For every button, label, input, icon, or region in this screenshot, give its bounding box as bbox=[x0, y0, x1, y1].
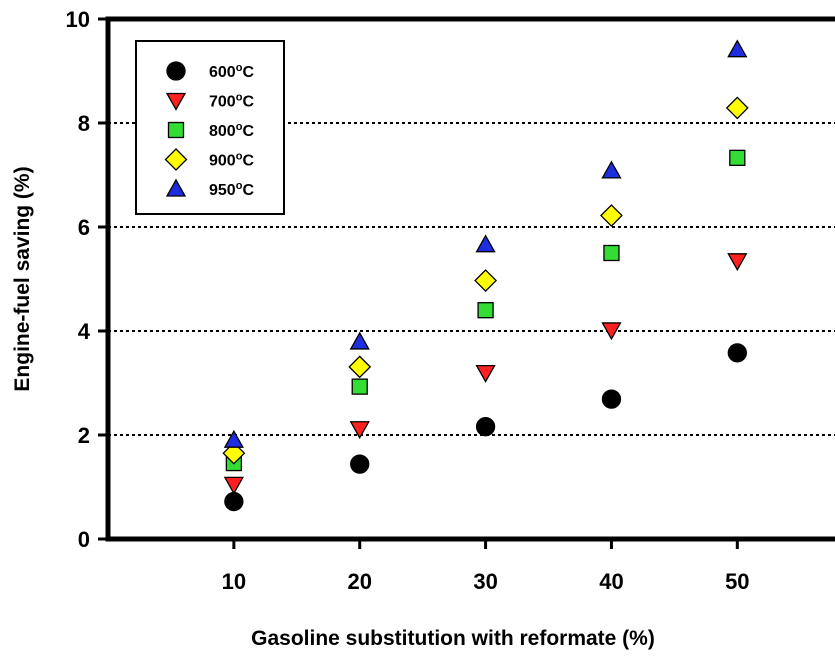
y-tick-label: 0 bbox=[78, 527, 90, 552]
data-point bbox=[349, 331, 370, 350]
data-points bbox=[222, 39, 749, 512]
data-point bbox=[350, 454, 370, 474]
axis-ticks: 0 2 4 6 8 10 10 20 30 40 50 bbox=[66, 7, 750, 594]
legend-label: 950oC bbox=[209, 180, 254, 199]
data-point bbox=[224, 491, 244, 512]
legend-label: 900oC bbox=[209, 151, 254, 170]
x-tick-label: 10 bbox=[222, 569, 246, 594]
data-point bbox=[727, 39, 748, 58]
data-point bbox=[349, 421, 370, 440]
data-point bbox=[223, 476, 244, 495]
x-axis-title: Gasoline substitution with reformate (%) bbox=[251, 627, 655, 650]
data-point bbox=[348, 355, 372, 379]
legend-box bbox=[135, 40, 285, 215]
data-point bbox=[222, 441, 246, 465]
legend-marker bbox=[167, 121, 185, 139]
legend-item: 950oC bbox=[165, 178, 254, 199]
series-950 bbox=[223, 39, 748, 448]
legend-item: 600oC bbox=[166, 61, 254, 81]
data-point bbox=[351, 378, 368, 395]
plot-area-frame bbox=[105, 16, 835, 542]
x-tick-label: 40 bbox=[599, 569, 623, 594]
data-point bbox=[725, 96, 749, 120]
data-point bbox=[477, 302, 494, 319]
data-point bbox=[475, 417, 496, 437]
y-tick-label: 4 bbox=[78, 319, 91, 344]
y-axis-title: Engine-fuel saving (%) bbox=[11, 166, 34, 391]
x-tick-label: 30 bbox=[473, 569, 497, 594]
legend-marker bbox=[166, 61, 186, 81]
y-tick-label: 8 bbox=[78, 111, 90, 136]
series-900 bbox=[222, 96, 749, 465]
legend-marker bbox=[165, 92, 187, 111]
data-point bbox=[603, 244, 620, 262]
data-point bbox=[601, 389, 622, 409]
data-point bbox=[223, 429, 244, 448]
legend-item: 700oC bbox=[165, 92, 254, 111]
x-tick-label: 50 bbox=[725, 569, 749, 594]
y-tick-label: 10 bbox=[66, 7, 90, 32]
legend-marker bbox=[164, 148, 188, 171]
data-point bbox=[600, 204, 623, 227]
series-700 bbox=[223, 253, 748, 495]
data-point bbox=[727, 253, 748, 272]
legend-item: 800oC bbox=[167, 121, 254, 140]
legend-label: 700oC bbox=[209, 92, 254, 111]
series-800 bbox=[225, 149, 746, 472]
data-point bbox=[475, 234, 496, 253]
legend-label: 600oC bbox=[209, 62, 254, 81]
x-tick-label: 20 bbox=[347, 569, 371, 594]
y-tick-label: 6 bbox=[78, 215, 90, 240]
data-point bbox=[729, 149, 746, 166]
data-point bbox=[727, 343, 747, 363]
y-tick-label: 2 bbox=[78, 423, 90, 448]
legend-label: 800oC bbox=[209, 121, 254, 140]
legend: 600oC 700oC 800oC 900oC 950oC bbox=[135, 40, 285, 215]
data-point bbox=[474, 269, 498, 292]
data-point bbox=[601, 322, 622, 341]
legend-item: 900oC bbox=[164, 148, 254, 171]
data-point bbox=[475, 364, 496, 383]
series-600 bbox=[224, 343, 747, 512]
legend-marker bbox=[165, 178, 187, 197]
data-point bbox=[601, 160, 622, 179]
